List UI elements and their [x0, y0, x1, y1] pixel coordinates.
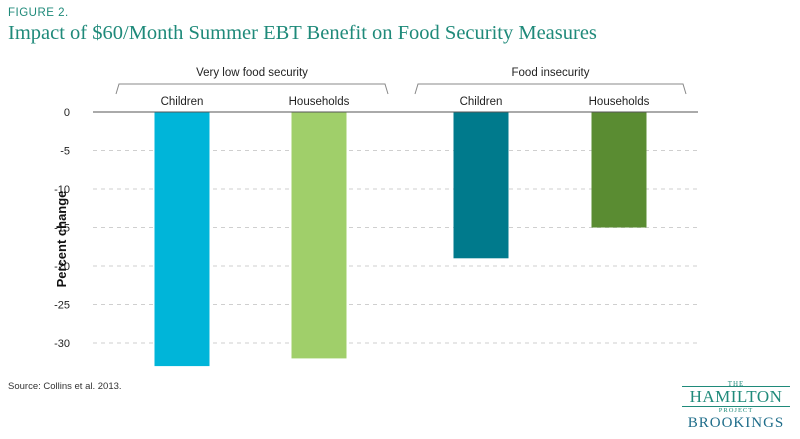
- source-note: Source: Collins et al. 2013.: [8, 381, 122, 392]
- logo-the: THE: [727, 380, 745, 388]
- logo-brookings: BROOKINGS: [687, 415, 785, 431]
- y-axis-label: Percent change: [54, 191, 69, 288]
- y-tick-label: -20: [54, 261, 70, 273]
- y-tick-label: -15: [54, 223, 70, 235]
- y-tick-label: 0: [64, 107, 70, 119]
- hamilton-project-logo: THE HAMILTON PROJECT BROOKINGS: [682, 380, 790, 435]
- y-tick-label: -30: [54, 338, 70, 350]
- bar-food-insecurity-households: [591, 112, 647, 228]
- bar-very-low-food-security-households: [291, 112, 347, 359]
- group-bracket: [414, 83, 687, 95]
- logo-project: PROJECT: [718, 407, 754, 414]
- bar-food-insecurity-children: [453, 112, 509, 259]
- y-tick-label: -5: [60, 146, 70, 158]
- group-label: Very low food security: [196, 67, 308, 79]
- y-tick-label: -25: [54, 300, 70, 312]
- chart-title: Impact of $60/Month Summer EBT Benefit o…: [8, 22, 597, 44]
- category-label: Households: [589, 96, 650, 108]
- figure-label: FIGURE 2.: [8, 7, 69, 19]
- category-label: Children: [460, 96, 503, 108]
- bar-very-low-food-security-children: [154, 112, 210, 367]
- category-label: Households: [289, 96, 350, 108]
- group-label: Food insecurity: [512, 67, 590, 79]
- group-bracket: [115, 83, 389, 95]
- logo-hamilton: HAMILTON: [682, 386, 790, 407]
- y-tick-label: -10: [54, 184, 70, 196]
- category-label: Children: [161, 96, 204, 108]
